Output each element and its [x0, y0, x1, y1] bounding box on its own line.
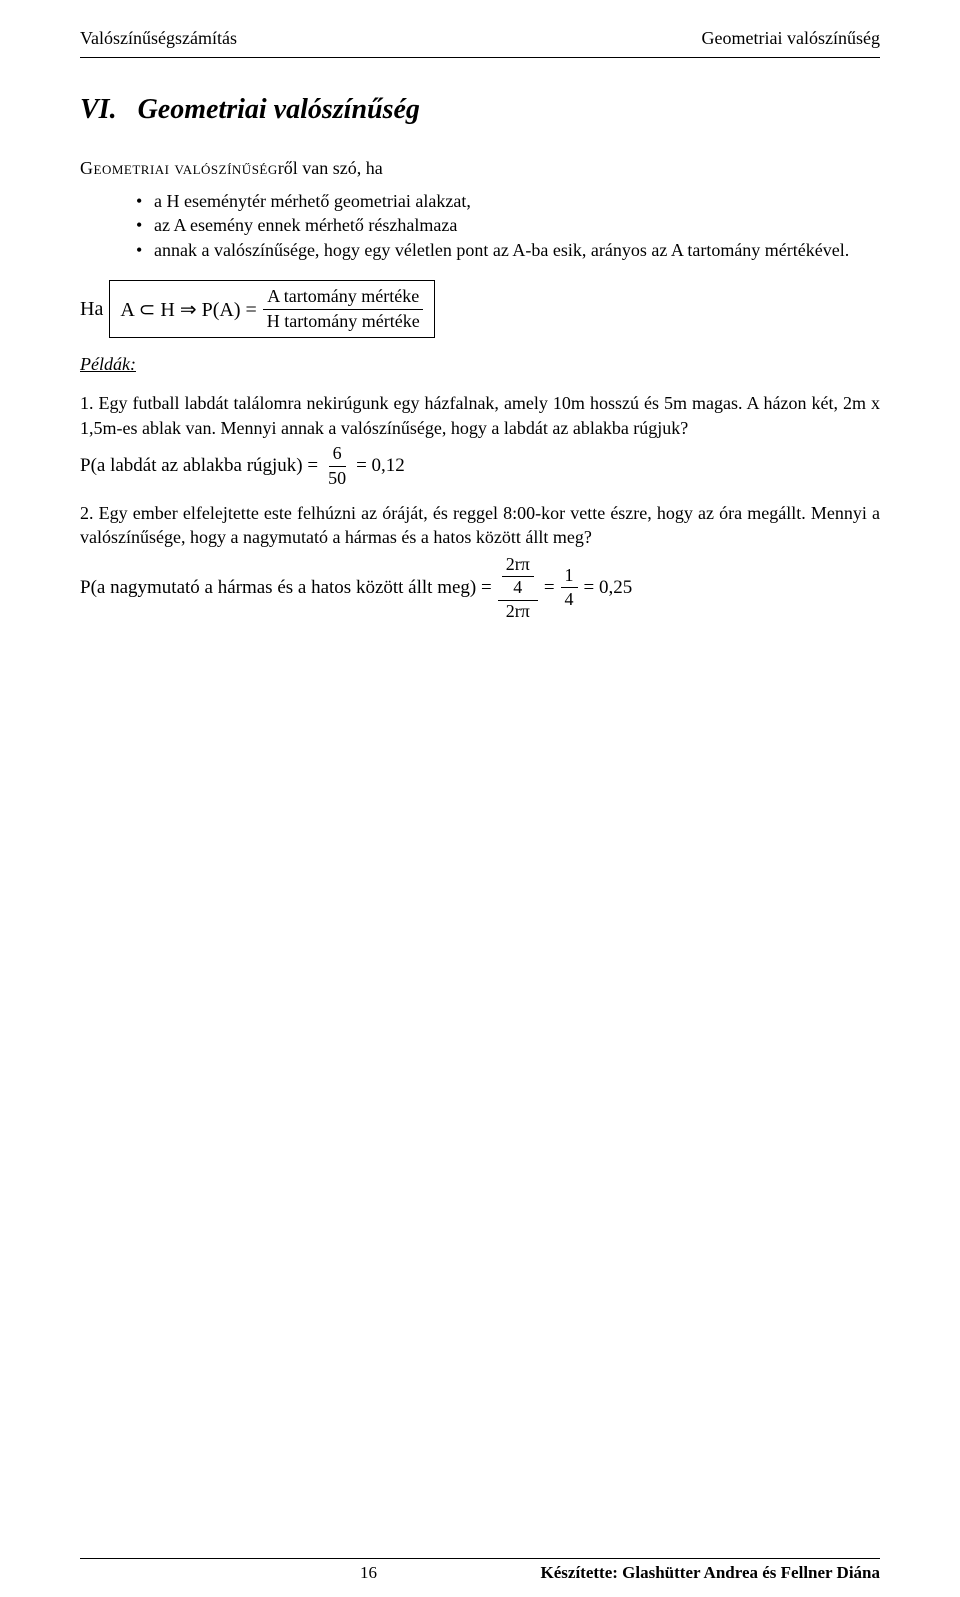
fraction-denominator: H tartomány mértéke [263, 310, 424, 332]
formula-row: Ha A ⊂ H ⇒ P(A) = A tartomány mértéke H … [80, 280, 880, 339]
list-item: az A esemény ennek mérhető részhalmaza [136, 213, 880, 237]
eq2-lhs: P(a nagymutató a hármas és a hatos közöt… [80, 577, 492, 599]
formula-prefix: Ha [80, 298, 103, 321]
eq2-outer-num: 2rπ 4 [498, 553, 538, 601]
example-1-text: 1. Egy futball labdát találomra nekirúgu… [80, 391, 880, 440]
list-item: annak a valószínűsége, hogy egy véletlen… [136, 238, 880, 262]
eq2-mid1: = [544, 577, 555, 599]
eq1-rhs: = 0,12 [356, 455, 405, 477]
formula-box: A ⊂ H ⇒ P(A) = A tartomány mértéke H tar… [109, 280, 434, 339]
example-1-equation: P(a labdát az ablakba rúgjuk) = 6 50 = 0… [80, 444, 880, 489]
eq2-rhs: = 0,25 [584, 577, 633, 599]
page-footer: 16 Készítette: Glashütter Andrea és Fell… [80, 1558, 880, 1583]
eq1-lhs: P(a labdát az ablakba rúgjuk) = [80, 455, 318, 477]
chapter-number: VI. [80, 94, 117, 125]
header-left: Valószínűségszámítás [80, 28, 237, 49]
list-item: a H eseménytér mérhető geometriai alakza… [136, 189, 880, 213]
footer-credit: Készítette: Glashütter Andrea és Fellner… [541, 1563, 880, 1583]
example-2-equation: P(a nagymutató a hármas és a hatos közöt… [80, 553, 880, 622]
eq1-num: 6 [329, 444, 346, 467]
intro-smallcaps: Geometriai valószínűség [80, 158, 278, 178]
intro-line: Geometriai valószínűségről van szó, ha [80, 158, 880, 179]
eq1-fraction: 6 50 [324, 444, 350, 489]
eq2-f2-num: 1 [561, 566, 578, 589]
page-number: 16 [360, 1563, 377, 1583]
example-2-text: 2. Egy ember elfelejtette este felhúzni … [80, 501, 880, 550]
fraction-numerator: A tartomány mértéke [263, 287, 423, 310]
eq2-inner-num: 2rπ [502, 554, 534, 577]
page-header: Valószínűségszámítás Geometriai valószín… [0, 0, 960, 57]
chapter-name: Geometriai valószínűség [138, 94, 420, 125]
chapter-title: VI. Geometriai valószínűség [80, 58, 880, 158]
intro-tail: ről van szó, ha [278, 158, 383, 178]
eq2-outer-den: 2rπ [502, 601, 534, 623]
eq2-inner-fraction: 2rπ 4 [502, 554, 534, 599]
eq2-outer-fraction: 2rπ 4 2rπ [498, 553, 538, 622]
formula-body: A ⊂ H ⇒ P(A) = [120, 297, 256, 322]
eq2-f2-den: 4 [561, 588, 578, 610]
eq2-fraction-2: 1 4 [561, 566, 578, 611]
eq1-den: 50 [324, 467, 350, 489]
formula-fraction: A tartomány mértéke H tartomány mértéke [263, 287, 424, 332]
page-content: VI. Geometriai valószínűség Geometriai v… [0, 58, 960, 623]
eq2-inner-den: 4 [509, 577, 526, 599]
bullet-list: a H eseménytér mérhető geometriai alakza… [80, 189, 880, 262]
examples-heading: Példák: [80, 354, 880, 375]
header-right: Geometriai valószínűség [702, 28, 880, 49]
